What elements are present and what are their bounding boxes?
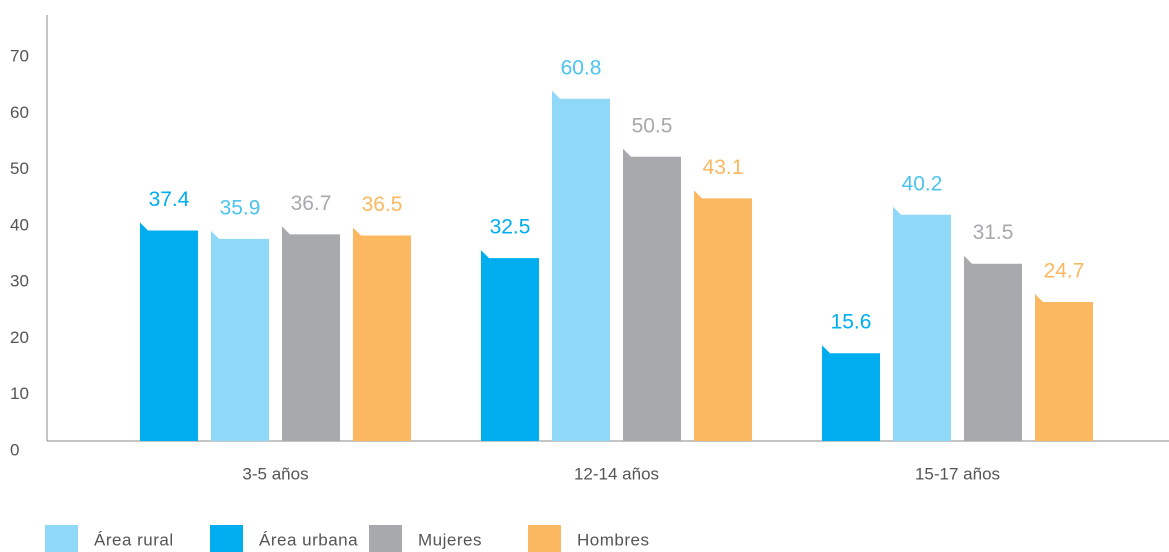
legend-label: Mujeres <box>418 530 482 549</box>
bar <box>140 222 198 441</box>
legend-swatch <box>528 525 561 552</box>
y-tick-label: 30 <box>10 272 29 291</box>
value-label: 36.7 <box>291 192 332 215</box>
bar <box>822 345 880 441</box>
bar <box>694 190 752 441</box>
y-tick-label: 20 <box>10 328 29 347</box>
bar <box>1035 293 1093 441</box>
legend-label: Hombres <box>577 530 649 549</box>
value-label: 43.1 <box>703 156 744 179</box>
legend-swatch <box>369 525 402 552</box>
bar <box>353 227 411 441</box>
x-tick-label: 3-5 años <box>242 464 308 483</box>
bar <box>481 250 539 441</box>
legend-label: Área urbana <box>259 530 358 549</box>
value-label: 50.5 <box>632 114 673 137</box>
value-label: 35.9 <box>220 196 261 219</box>
y-tick-label: 10 <box>10 384 29 403</box>
value-label: 60.8 <box>561 56 602 79</box>
value-label: 36.5 <box>362 193 403 216</box>
y-tick-label: 50 <box>10 159 29 178</box>
bar <box>893 206 951 441</box>
bar <box>552 90 610 441</box>
value-label: 32.5 <box>490 216 531 239</box>
legend-label: Área rural <box>94 530 174 549</box>
bar <box>282 226 340 441</box>
y-tick-label: 70 <box>10 46 29 65</box>
legend-swatch <box>45 525 78 552</box>
legend-swatch <box>210 525 243 552</box>
y-tick-label: 60 <box>10 103 29 122</box>
value-label: 15.6 <box>831 311 872 334</box>
bar <box>211 230 269 441</box>
value-label: 40.2 <box>902 172 943 195</box>
y-tick-label: 40 <box>10 215 29 234</box>
value-label: 24.7 <box>1044 260 1085 283</box>
bar <box>964 255 1022 441</box>
value-label: 31.5 <box>973 221 1014 244</box>
bar <box>623 148 681 441</box>
x-tick-label: 12-14 años <box>574 464 659 483</box>
value-label: 37.4 <box>149 188 190 211</box>
x-tick-label: 15-17 años <box>915 464 1000 483</box>
y-tick-label: 0 <box>10 440 19 459</box>
